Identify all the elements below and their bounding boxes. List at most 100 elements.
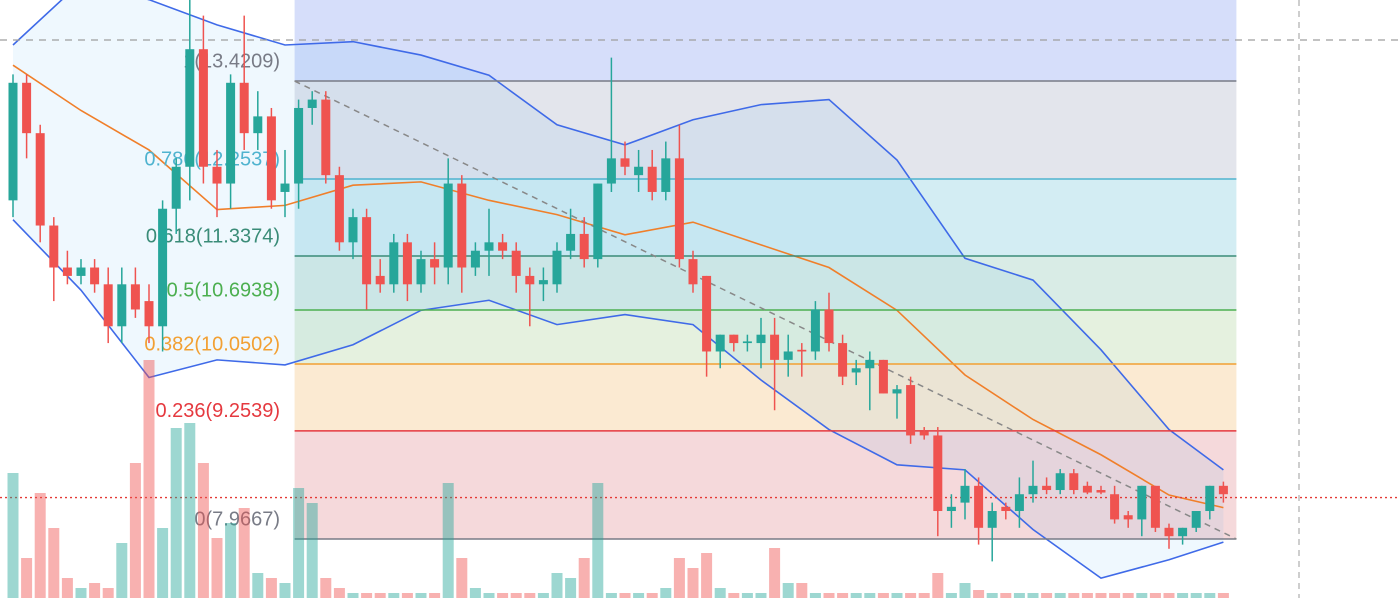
candle-body — [76, 267, 86, 276]
volume-bar — [442, 483, 454, 598]
volume-bar — [565, 578, 577, 598]
volume-bar — [537, 593, 549, 598]
candle-body — [634, 166, 644, 176]
volume-bar — [1217, 593, 1229, 598]
volume-bar — [1109, 593, 1121, 598]
volume-bar — [619, 593, 631, 598]
band-lower — [12, 219, 1224, 580]
volume-bar — [918, 593, 930, 598]
candle-body — [1218, 485, 1228, 495]
volume-bar — [646, 593, 658, 598]
candle-body — [22, 82, 32, 134]
volume-bar — [238, 508, 250, 598]
candle-body — [987, 511, 997, 528]
volume-bar — [864, 593, 876, 598]
candle-body — [49, 225, 59, 268]
volume-bar — [673, 558, 685, 598]
candle-body — [484, 242, 494, 251]
fib-trend-line — [294, 80, 1237, 540]
candle-body — [674, 158, 684, 260]
candle-body — [702, 275, 712, 352]
volume-bar — [401, 593, 413, 598]
volume-bar — [34, 493, 46, 598]
volume-bar — [701, 553, 713, 598]
volume-bar — [782, 583, 794, 598]
volume-bar — [252, 573, 264, 598]
candle-body — [185, 49, 195, 167]
candle-body — [729, 334, 739, 344]
volume-bar — [605, 593, 617, 598]
volume-bar — [361, 593, 373, 598]
fib-label: 0.236(9.2539) — [155, 400, 280, 422]
volume-bar — [1190, 593, 1202, 598]
candle-body — [470, 250, 480, 268]
candle-body — [402, 242, 412, 285]
candle-body — [824, 309, 834, 344]
candle-body — [1110, 494, 1120, 520]
volume-bar — [48, 528, 60, 598]
volume — [7, 360, 1229, 598]
candle-body — [1082, 485, 1092, 493]
volume-bar — [7, 473, 19, 598]
volume-bar — [1054, 593, 1066, 598]
volume-bar — [741, 593, 753, 598]
volume-bar — [143, 360, 155, 598]
volume-bar — [293, 488, 305, 598]
volume-bar — [809, 593, 821, 598]
candle-body — [171, 166, 181, 209]
volume-bar — [1081, 593, 1093, 598]
candle-body — [566, 233, 576, 251]
candle-body — [1178, 527, 1188, 537]
candle-body — [1164, 527, 1174, 537]
candle-body — [552, 250, 562, 285]
candle-body — [892, 389, 902, 394]
volume-bar — [1027, 593, 1039, 598]
fib-zone — [294, 81, 1237, 180]
candle-body — [294, 107, 304, 184]
volume-bar — [61, 578, 73, 598]
candle-body — [838, 343, 848, 377]
volume-bar — [333, 588, 345, 598]
volume-bar — [1013, 593, 1025, 598]
volume-bar — [687, 568, 699, 598]
volume-bar — [75, 588, 87, 598]
candle-body — [1042, 485, 1052, 491]
candle-body — [647, 166, 657, 192]
volume-bar — [1000, 593, 1012, 598]
candle-body — [1137, 485, 1147, 520]
candle-body — [158, 208, 168, 327]
volume-bar — [483, 593, 495, 598]
candle-body — [620, 158, 630, 167]
candle-body — [144, 301, 154, 327]
candle-body — [579, 233, 589, 260]
candle-body — [810, 309, 820, 352]
candle-body — [1123, 515, 1133, 520]
candle-body — [362, 217, 372, 285]
candle-body — [1069, 473, 1079, 491]
candle-body — [1028, 485, 1038, 495]
candle-body — [90, 267, 100, 285]
candle-body — [253, 116, 263, 134]
volume-bar — [1095, 593, 1107, 598]
candle-body — [103, 284, 113, 327]
volume-bar — [456, 558, 468, 598]
candle-body — [919, 431, 929, 436]
candle-body — [62, 267, 72, 276]
volume-bar — [347, 593, 359, 598]
candle-body — [1150, 485, 1160, 528]
candle-body — [974, 485, 984, 528]
volume-bar — [211, 538, 223, 598]
volume-bar — [1163, 593, 1175, 598]
candle-body — [416, 259, 426, 285]
candle-body — [538, 280, 548, 285]
candle-body — [770, 334, 780, 360]
volume-bar — [905, 593, 917, 598]
volume-bar — [469, 588, 481, 598]
candle-body — [226, 82, 236, 184]
candle-body — [457, 183, 467, 268]
candle-body — [960, 485, 970, 503]
volume-bar — [157, 528, 169, 598]
volume-bar — [510, 593, 522, 598]
volume-bar — [877, 593, 889, 598]
